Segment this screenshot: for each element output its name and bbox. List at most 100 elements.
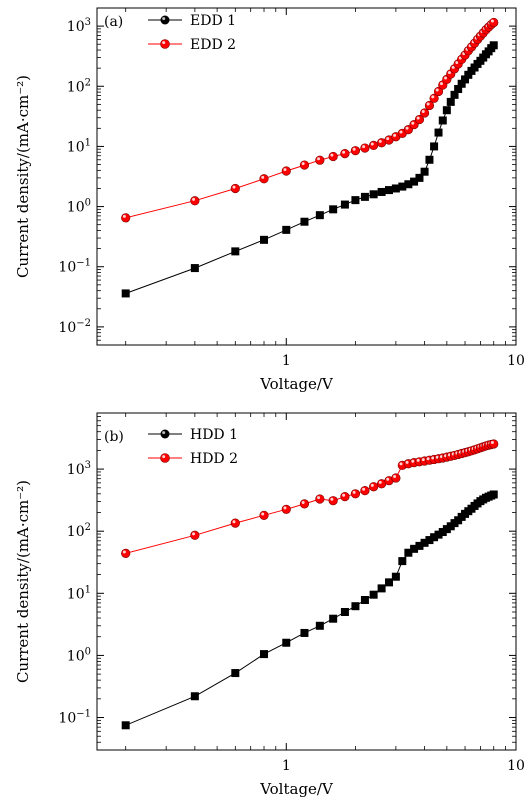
data-point [121,721,130,730]
series-line [125,494,494,726]
series-line [125,44,495,294]
data-point [281,504,291,514]
y-tick-label: 100 [67,646,91,664]
x-axis-label: Voltage/V [259,375,334,393]
data-point [315,155,325,165]
legend-marker [160,429,170,439]
y-tick-label: 100 [67,198,91,216]
data-point [419,108,430,118]
data-point-highlight [261,175,265,179]
y-tick-label: 103 [67,17,91,35]
data-point [384,186,393,195]
data-point-highlight [435,88,439,92]
data-point [350,146,361,156]
y-axis-label: Current density/(mA·cm⁻²) [14,480,32,683]
data-point-highlight [416,116,420,120]
legend-item: EDD 1 [148,13,236,29]
data-point [351,196,360,205]
legend-marker-highlight [162,41,166,45]
data-point-highlight [416,458,420,462]
chart-panel-1: 1 10 10−2 10−1 100 101 102 103 EDD 1 EDD 2 (a) Volt… [14,7,525,393]
series-hdd-2 [121,439,499,558]
y-tick-label: 101 [67,584,91,602]
data-point [259,174,269,184]
data-point-highlight [192,532,196,536]
data-point [281,166,291,176]
legend-marker-highlight [162,455,166,459]
data-point [420,538,429,547]
data-point [340,200,349,209]
panel-label: (b) [104,429,124,445]
data-point-highlight [421,110,425,114]
data-point [369,482,379,492]
data-point-highlight [122,214,126,218]
x-tick-label: 10 [507,758,525,774]
data-point-highlight [426,457,430,461]
data-point [404,548,413,557]
data-point [350,489,361,499]
data-point-highlight [439,455,443,459]
data-point-highlight [411,121,415,125]
legend-marker [160,15,170,25]
x-tick-label: 1 [282,353,291,369]
data-point [457,79,466,88]
y-tick-label: 102 [67,77,91,95]
data-point [384,578,393,587]
data-point [351,602,360,611]
major-ticks [97,413,517,750]
data-point-highlight [490,19,494,23]
data-point [398,182,407,191]
data-point-highlight [378,480,382,484]
legend-marker-highlight [162,431,166,435]
data-point-highlight [439,82,443,86]
data-point-highlight [283,506,287,510]
data-point [231,247,240,256]
data-point [190,530,200,540]
data-point-highlight [342,493,346,497]
data-point [329,205,338,214]
data-point-highlight [370,142,374,146]
data-point [434,128,443,137]
data-point [328,496,338,506]
data-point-highlight [330,497,334,501]
series-edd-1 [121,41,498,298]
legend-item: HDD 2 [148,451,238,467]
chart-panel-2: 1 10 10−1 100 101 102 103 HDD 1 HDD 2 (b) Voltage/… [14,412,525,798]
data-point [282,225,291,234]
legend-marker [160,453,170,463]
data-point-highlight [342,150,346,154]
data-point [260,650,269,659]
data-point-highlight [370,483,374,487]
data-point [425,536,434,545]
data-point [315,494,325,504]
y-tick-label: 10−1 [58,258,91,276]
data-point [282,638,291,647]
plot-frame [96,7,517,346]
data-point [410,544,419,553]
data-point [369,590,378,599]
data-point-highlight [362,145,366,149]
data-point-highlight [301,162,305,166]
data-point-highlight [426,102,430,106]
data-point-highlight [435,455,439,459]
legend-label: EDD 2 [190,37,236,53]
data-point-highlight [405,460,409,464]
data-point [121,548,131,558]
data-point-highlight [317,496,321,500]
data-point [360,486,370,496]
data-point-highlight [411,459,415,463]
data-point [410,177,419,186]
data-point-highlight [399,130,403,134]
data-point [415,173,424,182]
data-point [489,490,498,499]
data-point [190,196,200,206]
series-hdd-1 [121,490,498,730]
y-axis-label: Current density/(mA·cm⁻²) [14,75,32,278]
data-point-highlight [352,147,356,151]
data-point-highlight [232,520,236,524]
y-tick-label: 102 [67,522,91,540]
data-point [369,190,378,199]
data-point-highlight [317,157,321,161]
data-point [340,492,350,502]
data-point [377,584,386,593]
